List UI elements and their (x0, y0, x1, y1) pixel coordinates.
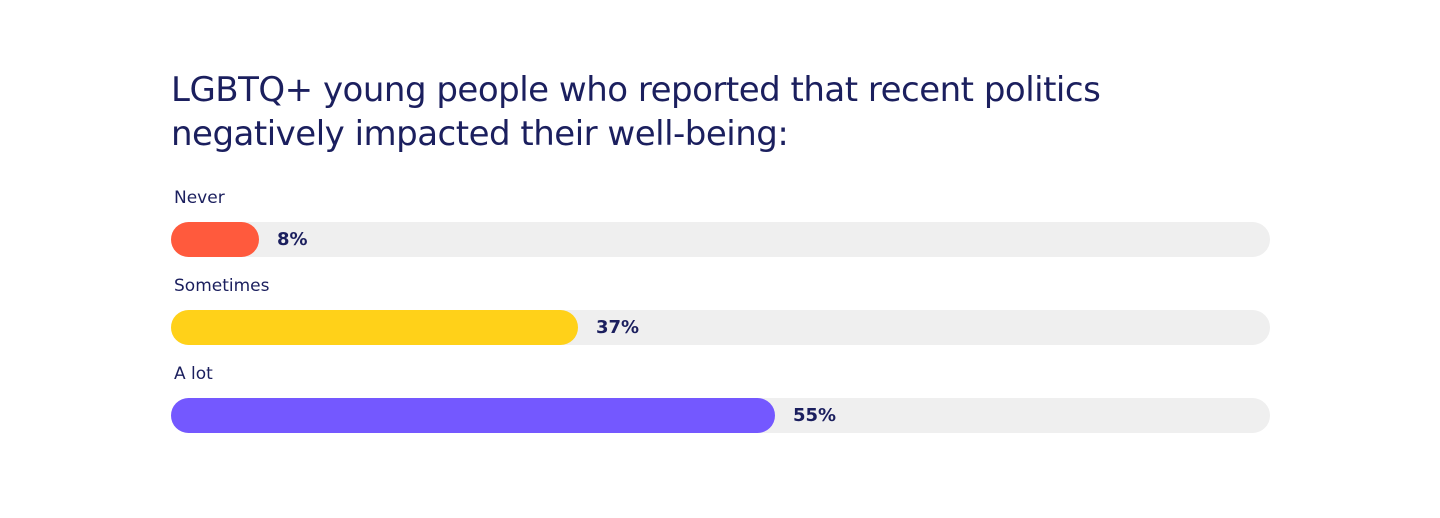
category-label-a-lot: A lot (174, 364, 213, 384)
bar-track-sometimes: 37% (171, 310, 1270, 345)
category-label-never: Never (174, 188, 225, 208)
bar-row-sometimes: Sometimes 37% (171, 274, 1270, 362)
value-label-a-lot: 55% (793, 405, 837, 426)
category-label-sometimes: Sometimes (174, 276, 270, 296)
bar-sometimes (171, 310, 578, 345)
value-label-never: 8% (277, 229, 308, 250)
chart-title: LGBTQ+ young people who reported that re… (171, 70, 1101, 154)
bar-row-never: Never 8% (171, 186, 1270, 274)
value-label-sometimes: 37% (596, 317, 640, 338)
bar-track-a-lot: 55% (171, 398, 1270, 433)
bar-track-never: 8% (171, 222, 1270, 257)
bar-a-lot (171, 398, 775, 433)
bar-row-a-lot: A lot 55% (171, 362, 1270, 450)
bar-chart: LGBTQ+ young people who reported that re… (171, 68, 1270, 450)
bar-never (171, 222, 259, 257)
bar-rows: Never 8% Sometimes 37% A lot 55% (171, 186, 1270, 450)
